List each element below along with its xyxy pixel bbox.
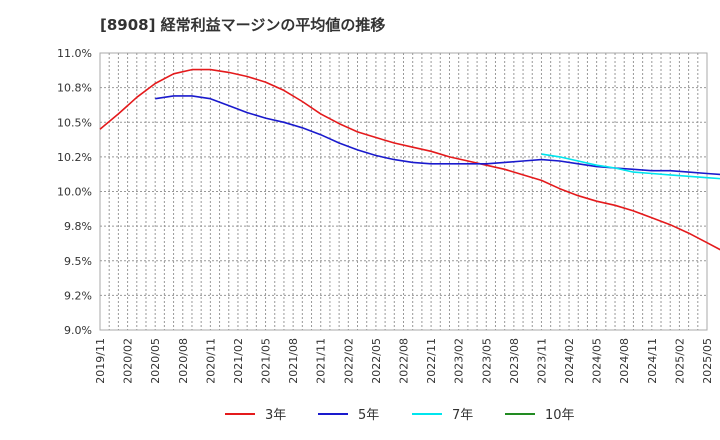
chart-title: [8908] 経常利益マージンの平均値の推移	[100, 16, 386, 34]
x-tick-label: 2021/08	[287, 338, 300, 384]
x-tick-label: 2021/11	[315, 338, 328, 384]
x-tick-label: 2022/08	[398, 338, 411, 384]
x-tick-label: 2023/02	[453, 338, 466, 384]
legend-label: 10年	[545, 408, 575, 423]
y-tick-label: 10.5%	[57, 116, 92, 129]
x-tick-label: 2023/11	[535, 338, 548, 384]
x-tick-label: 2024/11	[646, 338, 659, 384]
x-tick-label: 2024/02	[563, 338, 576, 384]
legend-label: 5年	[358, 408, 379, 423]
y-tick-label: 10.8%	[57, 82, 92, 95]
x-tick-label: 2021/05	[260, 338, 273, 384]
x-tick-label: 2025/05	[701, 338, 714, 384]
legend-label: 3年	[265, 408, 286, 423]
y-tick-label: 10.0%	[57, 186, 92, 199]
y-tick-label: 9.5%	[64, 255, 92, 268]
series-line-3年	[99, 68, 720, 251]
x-tick-label: 2023/05	[480, 338, 493, 384]
x-tick-label: 2024/08	[618, 338, 631, 384]
x-tick-label: 2019/11	[94, 338, 107, 384]
x-tick-label: 2020/08	[177, 338, 190, 384]
y-tick-label: 11.0%	[57, 47, 92, 60]
x-tick-label: 2022/05	[370, 338, 383, 384]
x-tick-label: 2022/02	[342, 338, 355, 384]
y-tick-label: 9.8%	[64, 220, 92, 233]
series-line-7年	[541, 153, 720, 180]
y-tick-label: 10.2%	[57, 151, 92, 164]
x-tick-label: 2020/02	[122, 338, 135, 384]
x-tick-label: 2023/08	[508, 338, 521, 384]
x-tick-label: 2020/11	[204, 338, 217, 384]
x-tick-label: 2024/05	[591, 338, 604, 384]
x-tick-label: 2021/02	[232, 338, 245, 384]
legend-label: 7年	[452, 408, 473, 423]
y-tick-label: 9.0%	[64, 324, 92, 337]
x-tick-label: 2020/05	[149, 338, 162, 384]
y-tick-label: 9.2%	[64, 289, 92, 302]
x-tick-label: 2022/11	[425, 338, 438, 384]
x-tick-label: 2025/02	[673, 338, 686, 384]
